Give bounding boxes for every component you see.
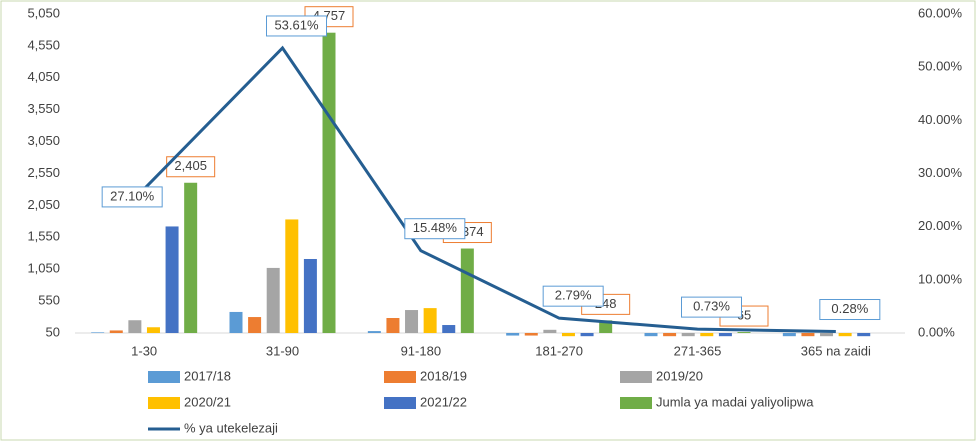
bar	[718, 333, 732, 337]
bar	[423, 308, 437, 333]
bar	[303, 258, 317, 333]
data-label-box	[819, 299, 881, 321]
bar	[128, 320, 142, 333]
bar	[229, 311, 243, 333]
data-label: 27.10%	[110, 188, 155, 203]
y2-tick-label: 10.00%	[918, 271, 963, 286]
y2-tick-label: 60.00%	[918, 5, 963, 20]
data-label: 2.79%	[555, 288, 592, 303]
bar	[386, 318, 400, 333]
bar	[543, 329, 557, 333]
bar	[248, 317, 262, 333]
data-label-box	[266, 15, 327, 37]
bar	[857, 333, 871, 337]
y-tick-label: 2,550	[27, 165, 60, 180]
legend-swatch	[620, 397, 652, 409]
bar	[700, 333, 714, 337]
x-tick-label: 181-270	[535, 343, 583, 358]
bar	[524, 333, 538, 336]
legend-label: 2020/21	[184, 394, 231, 409]
legend-swatch	[384, 371, 416, 383]
bar	[506, 333, 520, 336]
x-tick-label: 91-180	[401, 343, 441, 358]
legend-label: 2019/20	[656, 368, 703, 383]
data-label: 15.48%	[413, 220, 458, 235]
x-tick-label: 365 na zaidi	[801, 343, 871, 358]
bar	[442, 325, 456, 333]
y-tick-label: 550	[38, 293, 60, 308]
x-tick-label: 31-90	[266, 343, 299, 358]
y-tick-label: 1,550	[27, 229, 60, 244]
y2-tick-label: 20.00%	[918, 218, 963, 233]
legend-label: 2018/19	[420, 368, 467, 383]
data-label: 2,405	[174, 158, 207, 173]
bar	[367, 331, 381, 333]
bar	[285, 219, 299, 333]
bar	[266, 267, 280, 333]
x-tick-label: 1-30	[131, 343, 157, 358]
legend-swatch	[620, 371, 652, 383]
bar	[460, 248, 474, 333]
bar	[782, 333, 796, 337]
bar	[737, 332, 751, 333]
y2-tick-label: 50.00%	[918, 59, 963, 74]
y-tick-label: 4,550	[27, 37, 60, 52]
y-tick-label: 1,050	[27, 261, 60, 276]
y2-tick-label: 0.00%	[918, 324, 955, 339]
legend-label: 2017/18	[184, 368, 231, 383]
bar	[165, 226, 179, 333]
bar	[681, 333, 695, 337]
bar	[184, 182, 198, 333]
data-label-box	[681, 296, 742, 318]
y-tick-label: 2,050	[27, 197, 60, 212]
legend-label: % ya utekelezaji	[184, 420, 278, 435]
line	[143, 45, 836, 334]
x-tick-label: 271-365	[674, 343, 722, 358]
data-label: 0.73%	[693, 299, 730, 314]
y2-tick-label: 40.00%	[918, 112, 963, 127]
bar	[405, 310, 419, 333]
bar	[146, 327, 160, 333]
bar	[561, 333, 575, 337]
y-tick-label: 4,050	[27, 69, 60, 84]
y-tick-label: 5,050	[27, 5, 60, 20]
y2-tick-label: 30.00%	[918, 165, 963, 180]
legend-swatch	[384, 397, 416, 409]
bar	[109, 330, 123, 333]
data-label-box	[542, 285, 604, 307]
bar	[663, 333, 677, 337]
legend-swatch	[148, 397, 180, 409]
legend-label: Jumla ya madai yaliyolipwa	[656, 394, 814, 409]
data-label: 53.61%	[274, 17, 319, 32]
y-tick-label: 50	[46, 324, 60, 339]
bar	[322, 32, 336, 334]
data-label-box	[101, 186, 163, 208]
data-label-box	[404, 218, 466, 240]
y-tick-label: 3,550	[27, 101, 60, 116]
legend-swatch	[148, 371, 180, 383]
data-label: 0.28%	[831, 301, 868, 316]
bar	[580, 333, 594, 337]
bar	[820, 333, 834, 337]
bar	[91, 332, 105, 333]
bar	[838, 333, 852, 337]
y-tick-label: 3,050	[27, 133, 60, 148]
legend-label: 2021/22	[420, 394, 467, 409]
bar	[801, 333, 815, 337]
bar	[644, 333, 658, 337]
